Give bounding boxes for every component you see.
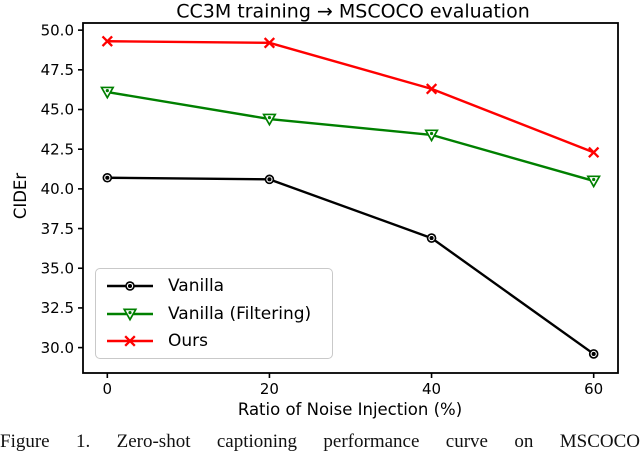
legend-item-ours: Ours: [104, 327, 324, 355]
x-marker: [101, 35, 113, 47]
x-marker: [263, 37, 276, 49]
y-tick-label: 40.0: [41, 180, 74, 198]
series-line: [107, 176, 595, 355]
legend-label: Ours: [168, 331, 209, 352]
triangle-down-marker: [586, 175, 601, 189]
y-tick-label: 50.0: [41, 21, 74, 39]
series-ours: [101, 35, 600, 158]
y-tick-label: 35.0: [41, 259, 74, 277]
triangle-down-marker: [262, 113, 277, 127]
legend-sample: [107, 281, 153, 291]
x-axis-label: Ratio of Noise Injection (%): [238, 400, 462, 419]
circle-dot-marker: [588, 349, 599, 359]
y-tick-label: 47.5: [41, 61, 74, 79]
x-tick-label: 20: [260, 380, 279, 398]
y-tick-label: 45.0: [41, 101, 74, 119]
x-marker: [425, 83, 438, 95]
x-marker: [588, 146, 600, 158]
chart-title: CC3M training → MSCOCO evaluation: [176, 1, 530, 23]
figure-caption: Figure 1. Zero-shot captioning performan…: [0, 431, 640, 452]
y-tick-label: 30.0: [41, 339, 74, 357]
legend-label: Vanilla (Filtering): [168, 303, 312, 324]
legend-label: Vanilla: [168, 275, 225, 296]
y-tick-label: 32.5: [41, 299, 74, 317]
chart-canvas: CC3M training → MSCOCO evaluation Ratio …: [11, 1, 619, 419]
legend-sample: [107, 335, 153, 347]
plot-border: [82, 22, 619, 374]
triangle-down-marker: [424, 129, 439, 143]
x-tick-label: 0: [103, 380, 113, 398]
series-vanilla-filtering: [100, 86, 601, 189]
legend-sample: [107, 308, 153, 321]
chart-legend: Vanilla Vanilla (Filtering) Ours: [95, 268, 333, 359]
circle-dot-marker: [125, 281, 135, 291]
series-line: [107, 90, 595, 183]
x-tick-label: 60: [584, 380, 603, 398]
circle-dot-marker: [102, 172, 113, 183]
series-line: [107, 40, 595, 154]
x-tick-label: 40: [422, 380, 441, 398]
triangle-down-marker: [122, 308, 138, 321]
y-tick-label: 42.5: [41, 140, 74, 158]
legend-item-vanilla: Vanilla: [104, 272, 324, 300]
y-tick-label: 37.5: [41, 220, 74, 238]
series-vanilla: [102, 172, 599, 359]
triangle-down-marker: [100, 86, 115, 100]
legend-item-vanilla-filtering: Vanilla (Filtering): [104, 300, 324, 328]
x-marker: [124, 335, 136, 347]
circle-dot-marker: [264, 174, 275, 185]
plot-area: 30.0 32.5 35.0 37.5 40.0 42.5 45.0 47.5 50.0 0 20 4…: [41, 21, 619, 398]
circle-dot-marker: [426, 233, 437, 243]
y-axis-label: CIDEr: [11, 173, 30, 220]
